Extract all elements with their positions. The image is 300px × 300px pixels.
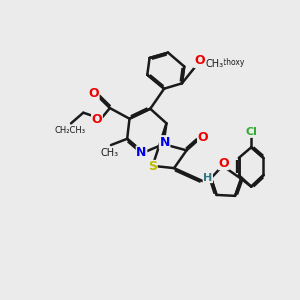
Text: methoxy: methoxy xyxy=(211,58,244,67)
Text: O: O xyxy=(88,87,99,100)
Text: O: O xyxy=(198,131,208,144)
Text: CH₂CH₃: CH₂CH₃ xyxy=(54,126,86,135)
Text: O: O xyxy=(194,54,205,68)
Text: N: N xyxy=(159,136,170,149)
Text: CH₃: CH₃ xyxy=(101,148,119,158)
Text: H: H xyxy=(203,172,212,183)
Text: CH₃: CH₃ xyxy=(206,59,224,69)
Text: S: S xyxy=(148,160,157,173)
Text: N: N xyxy=(136,146,147,159)
Text: O: O xyxy=(92,113,102,126)
Text: Cl: Cl xyxy=(245,127,257,137)
Text: O: O xyxy=(218,157,229,169)
